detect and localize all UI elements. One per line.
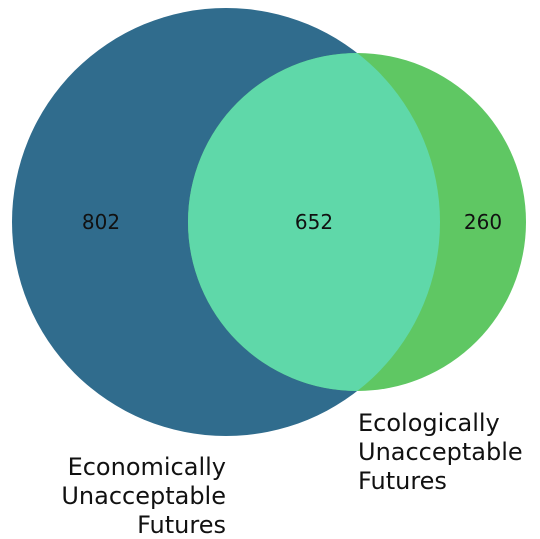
set-ecological-label-line: Futures	[358, 467, 447, 495]
set-ecological-label-line: Unacceptable	[358, 438, 523, 466]
set-economic-label-line: Unacceptable	[61, 482, 226, 510]
intersection-count: 652	[295, 210, 333, 234]
intersection-region	[188, 53, 440, 391]
ecological-only-count: 260	[464, 210, 502, 234]
set-ecological-label: Ecologically Unacceptable Futures	[358, 409, 523, 495]
economic-only-count: 802	[82, 210, 120, 234]
set-ecological-label-line: Ecologically	[358, 409, 500, 437]
set-economic-label: Economically Unacceptable Futures	[61, 453, 226, 539]
set-economic-label-line: Economically	[68, 453, 226, 481]
set-economic-label-line: Futures	[137, 511, 226, 539]
